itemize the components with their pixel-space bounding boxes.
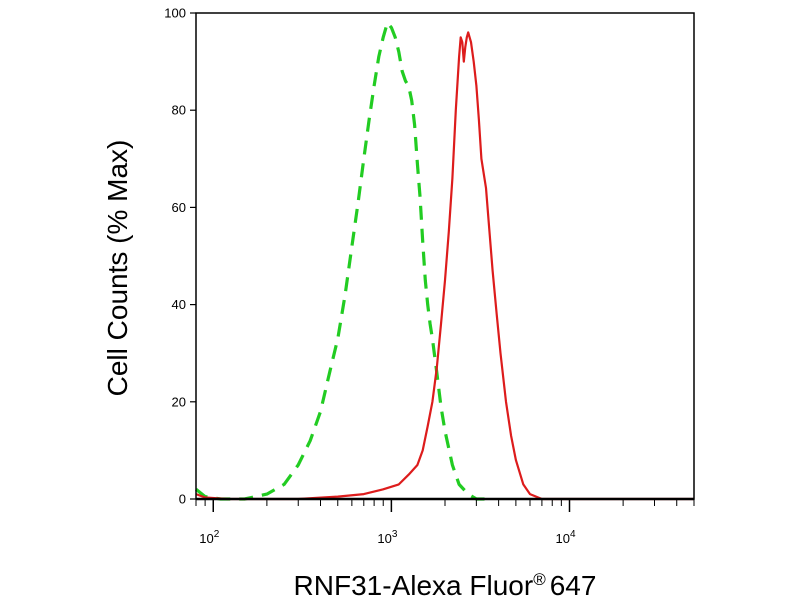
y-axis-title: Cell Counts (% Max) <box>102 140 133 397</box>
x-axis-title-suffix: 647 <box>550 570 597 600</box>
series-line-rnf31 <box>195 31 694 501</box>
y-tick-label-20: 20 <box>172 394 186 409</box>
x-tick-label-2: 102 <box>199 529 219 546</box>
x-tick-label-4: 104 <box>556 529 576 546</box>
x-tick-label-base: 10 <box>377 531 391 546</box>
x-axis-title-superscript: ® <box>533 570 546 589</box>
x-axis-title-main: RNF31-Alexa Fluor <box>294 570 534 600</box>
y-tick-label-40: 40 <box>172 297 186 312</box>
x-tick-label-exponent: 2 <box>214 529 220 540</box>
x-tick-label-base: 10 <box>556 531 570 546</box>
x-tick-label-exponent: 3 <box>392 529 398 540</box>
x-axis-title: RNF31-Alexa Fluor® 647 <box>294 570 597 600</box>
y-tick-label-100: 100 <box>164 6 186 21</box>
x-tick-label-3: 103 <box>377 529 397 546</box>
series-line-control <box>194 21 489 501</box>
y-tick-label-60: 60 <box>172 200 186 215</box>
x-tick-label-base: 10 <box>199 531 213 546</box>
y-tick-label-0: 0 <box>179 492 186 507</box>
plot-frame <box>195 12 695 500</box>
x-tick-label-exponent: 4 <box>570 529 576 540</box>
y-tick-label-80: 80 <box>172 103 186 118</box>
